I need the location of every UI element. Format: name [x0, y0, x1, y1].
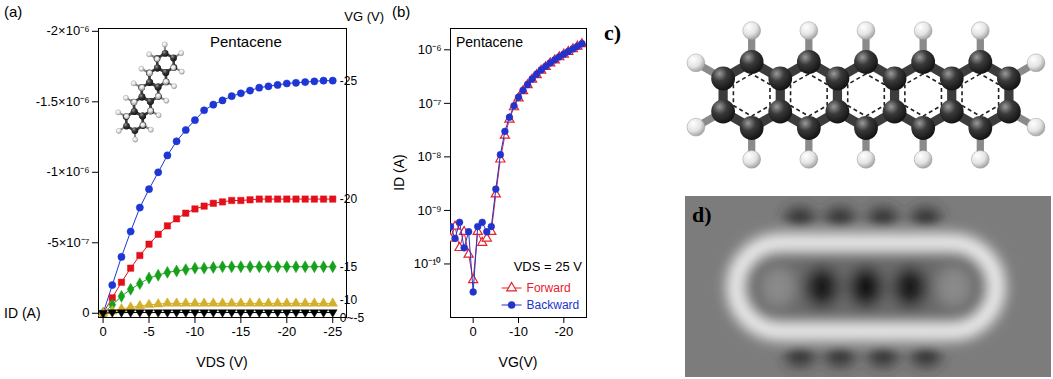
svg-text:-15: -15	[340, 260, 358, 274]
svg-text:VG(V): VG(V)	[499, 354, 538, 370]
svg-text:-25: -25	[323, 324, 342, 339]
svg-text:VDS = 25 V: VDS = 25 V	[514, 259, 583, 274]
svg-text:-20: -20	[554, 324, 573, 339]
svg-text:0: 0	[470, 324, 477, 339]
svg-text:0: 0	[99, 324, 106, 339]
svg-text:-1.5×10⁻⁶: -1.5×10⁻⁶	[36, 94, 90, 109]
svg-text:(a): (a)	[4, 3, 22, 20]
svg-text:10⁻⁹: 10⁻⁹	[417, 203, 441, 218]
svg-text:Forward: Forward	[527, 281, 571, 295]
svg-text:Pentacene: Pentacene	[456, 34, 523, 50]
svg-text:0~-5: 0~-5	[340, 311, 365, 325]
svg-text:-10: -10	[509, 324, 528, 339]
svg-text:-10: -10	[186, 324, 205, 339]
svg-text:-10: -10	[340, 293, 358, 307]
svg-text:10⁻¹⁰: 10⁻¹⁰	[414, 256, 442, 271]
svg-text:(b): (b)	[392, 3, 410, 20]
svg-text:10⁻⁶: 10⁻⁶	[418, 42, 442, 57]
svg-text:ID (A): ID (A)	[391, 154, 407, 191]
svg-text:-20: -20	[277, 324, 296, 339]
svg-text:d): d)	[692, 202, 712, 227]
svg-text:-15: -15	[231, 324, 250, 339]
svg-text:Pentacene: Pentacene	[210, 33, 282, 50]
svg-text:-20: -20	[340, 192, 358, 206]
svg-text:10⁻⁷: 10⁻⁷	[418, 96, 441, 111]
svg-text:-5×10⁻⁷: -5×10⁻⁷	[47, 235, 90, 250]
svg-text:VDS (V): VDS (V)	[196, 354, 247, 370]
svg-text:ID (A): ID (A)	[4, 305, 41, 321]
svg-text:-5: -5	[143, 324, 155, 339]
svg-text:-25: -25	[340, 74, 358, 88]
svg-text:Backward: Backward	[527, 298, 580, 312]
svg-text:10⁻⁸: 10⁻⁸	[418, 149, 442, 164]
svg-text:-2×10⁻⁶: -2×10⁻⁶	[47, 23, 90, 38]
svg-text:-1×10⁻⁶: -1×10⁻⁶	[47, 164, 90, 179]
svg-text:0: 0	[82, 305, 89, 320]
svg-text:c): c)	[604, 20, 621, 45]
svg-text:VG (V): VG (V)	[344, 9, 384, 24]
